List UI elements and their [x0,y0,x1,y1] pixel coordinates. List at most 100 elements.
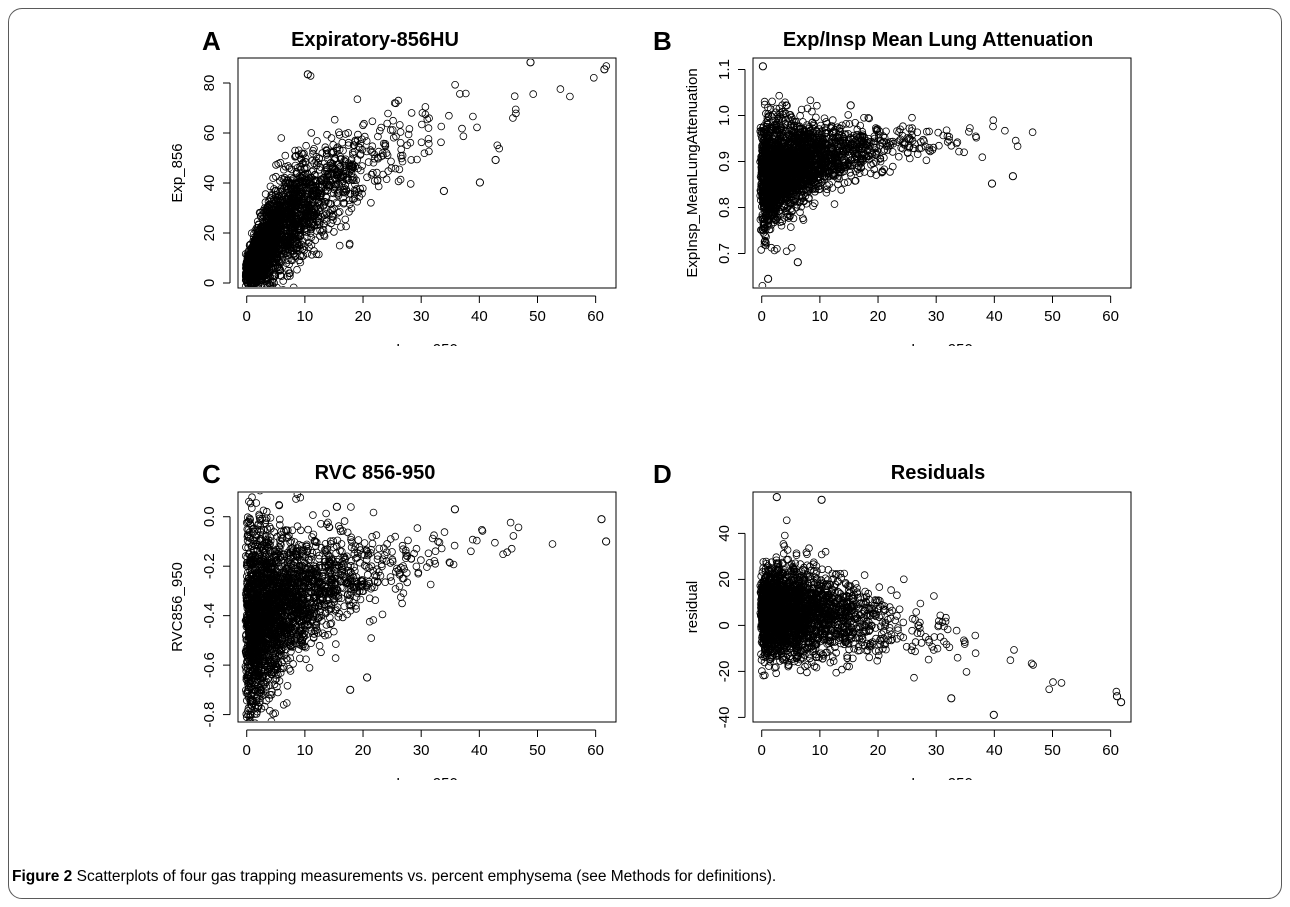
data-point [368,142,377,150]
y-tick-label: 40 [201,175,218,192]
data-point [253,285,261,287]
data-point [326,177,335,186]
data-point [255,226,264,235]
data-point [263,217,271,225]
data-point [316,204,325,212]
data-point [942,126,951,135]
data-point [344,159,353,168]
data-point [377,123,386,132]
data-point [364,158,373,166]
data-point [783,212,791,221]
data-point [335,208,344,216]
data-point [333,146,341,155]
data-point [859,149,868,158]
data-point [252,253,261,262]
data-point [417,120,426,129]
data-point [330,228,338,236]
data-point [815,145,823,154]
plot-frame [237,57,617,289]
data-point [775,91,784,100]
data-point [309,187,318,195]
data-point [358,135,366,144]
data-point [372,168,381,177]
data-point [259,251,268,260]
data-point [309,222,318,231]
data-point [310,159,318,168]
data-point [762,241,770,250]
x-axis-label: Insp_950 [396,341,458,346]
data-point [600,65,609,74]
data-point [395,165,404,174]
data-point [822,188,831,197]
data-point [276,177,284,185]
data-point [424,139,433,148]
panel-title-b: Exp/Insp Mean Lung Attenuation [782,29,1094,51]
data-point [398,157,407,166]
data-point [491,155,500,165]
data-point [303,249,312,258]
data-point [757,246,765,254]
data-point [406,180,415,188]
point-cloud [241,59,611,310]
data-point [259,222,268,231]
data-point [370,177,379,185]
data-point [787,243,796,252]
data-point [271,296,278,303]
data-point [842,120,850,128]
panel-a: A Expiratory-856HU 0102030405060Insp_950… [10,16,635,416]
data-point [353,197,362,206]
data-point [391,164,400,173]
data-point [317,198,325,207]
data-point [762,233,770,241]
data-point [302,164,311,173]
data-point [868,149,876,157]
data-point [413,155,421,164]
data-point [762,208,771,217]
data-point [291,186,300,194]
data-point [935,141,943,150]
data-point [796,111,804,120]
data-point [314,212,323,221]
data-point [263,220,272,229]
data-point [839,155,848,163]
data-point [920,137,928,145]
data-point [925,127,933,136]
data-point [797,202,806,211]
panel-letter-a: A [202,26,221,56]
data-point [290,192,299,200]
data-point [253,292,260,299]
data-point [907,127,916,135]
data-point [869,159,878,168]
data-point [317,182,326,191]
data-point [911,140,919,148]
data-point [458,124,466,133]
data-point [846,169,854,177]
data-point [810,156,819,165]
data-point [873,125,882,133]
data-point [320,159,329,168]
data-point [349,161,358,169]
y-tick-label: 1.0 [716,105,733,126]
data-point [384,109,392,118]
data-point [323,171,331,179]
data-point [340,184,349,193]
data-point [298,171,307,180]
data-point [417,138,426,147]
data-point [360,132,369,141]
data-point [255,230,263,239]
data-point [342,175,350,184]
data-point [363,173,371,182]
y-axis-label: ExpInsp_MeanLungAttenuation [684,68,701,277]
data-point [353,136,362,144]
data-point [282,303,289,310]
data-point [836,138,845,146]
data-point [295,224,303,233]
data-point [285,302,292,309]
data-point [387,157,395,166]
data-point [329,162,337,171]
data-point [313,137,321,145]
data-point [297,155,306,164]
data-point [324,170,332,178]
data-point [241,282,250,287]
data-point [333,171,341,180]
